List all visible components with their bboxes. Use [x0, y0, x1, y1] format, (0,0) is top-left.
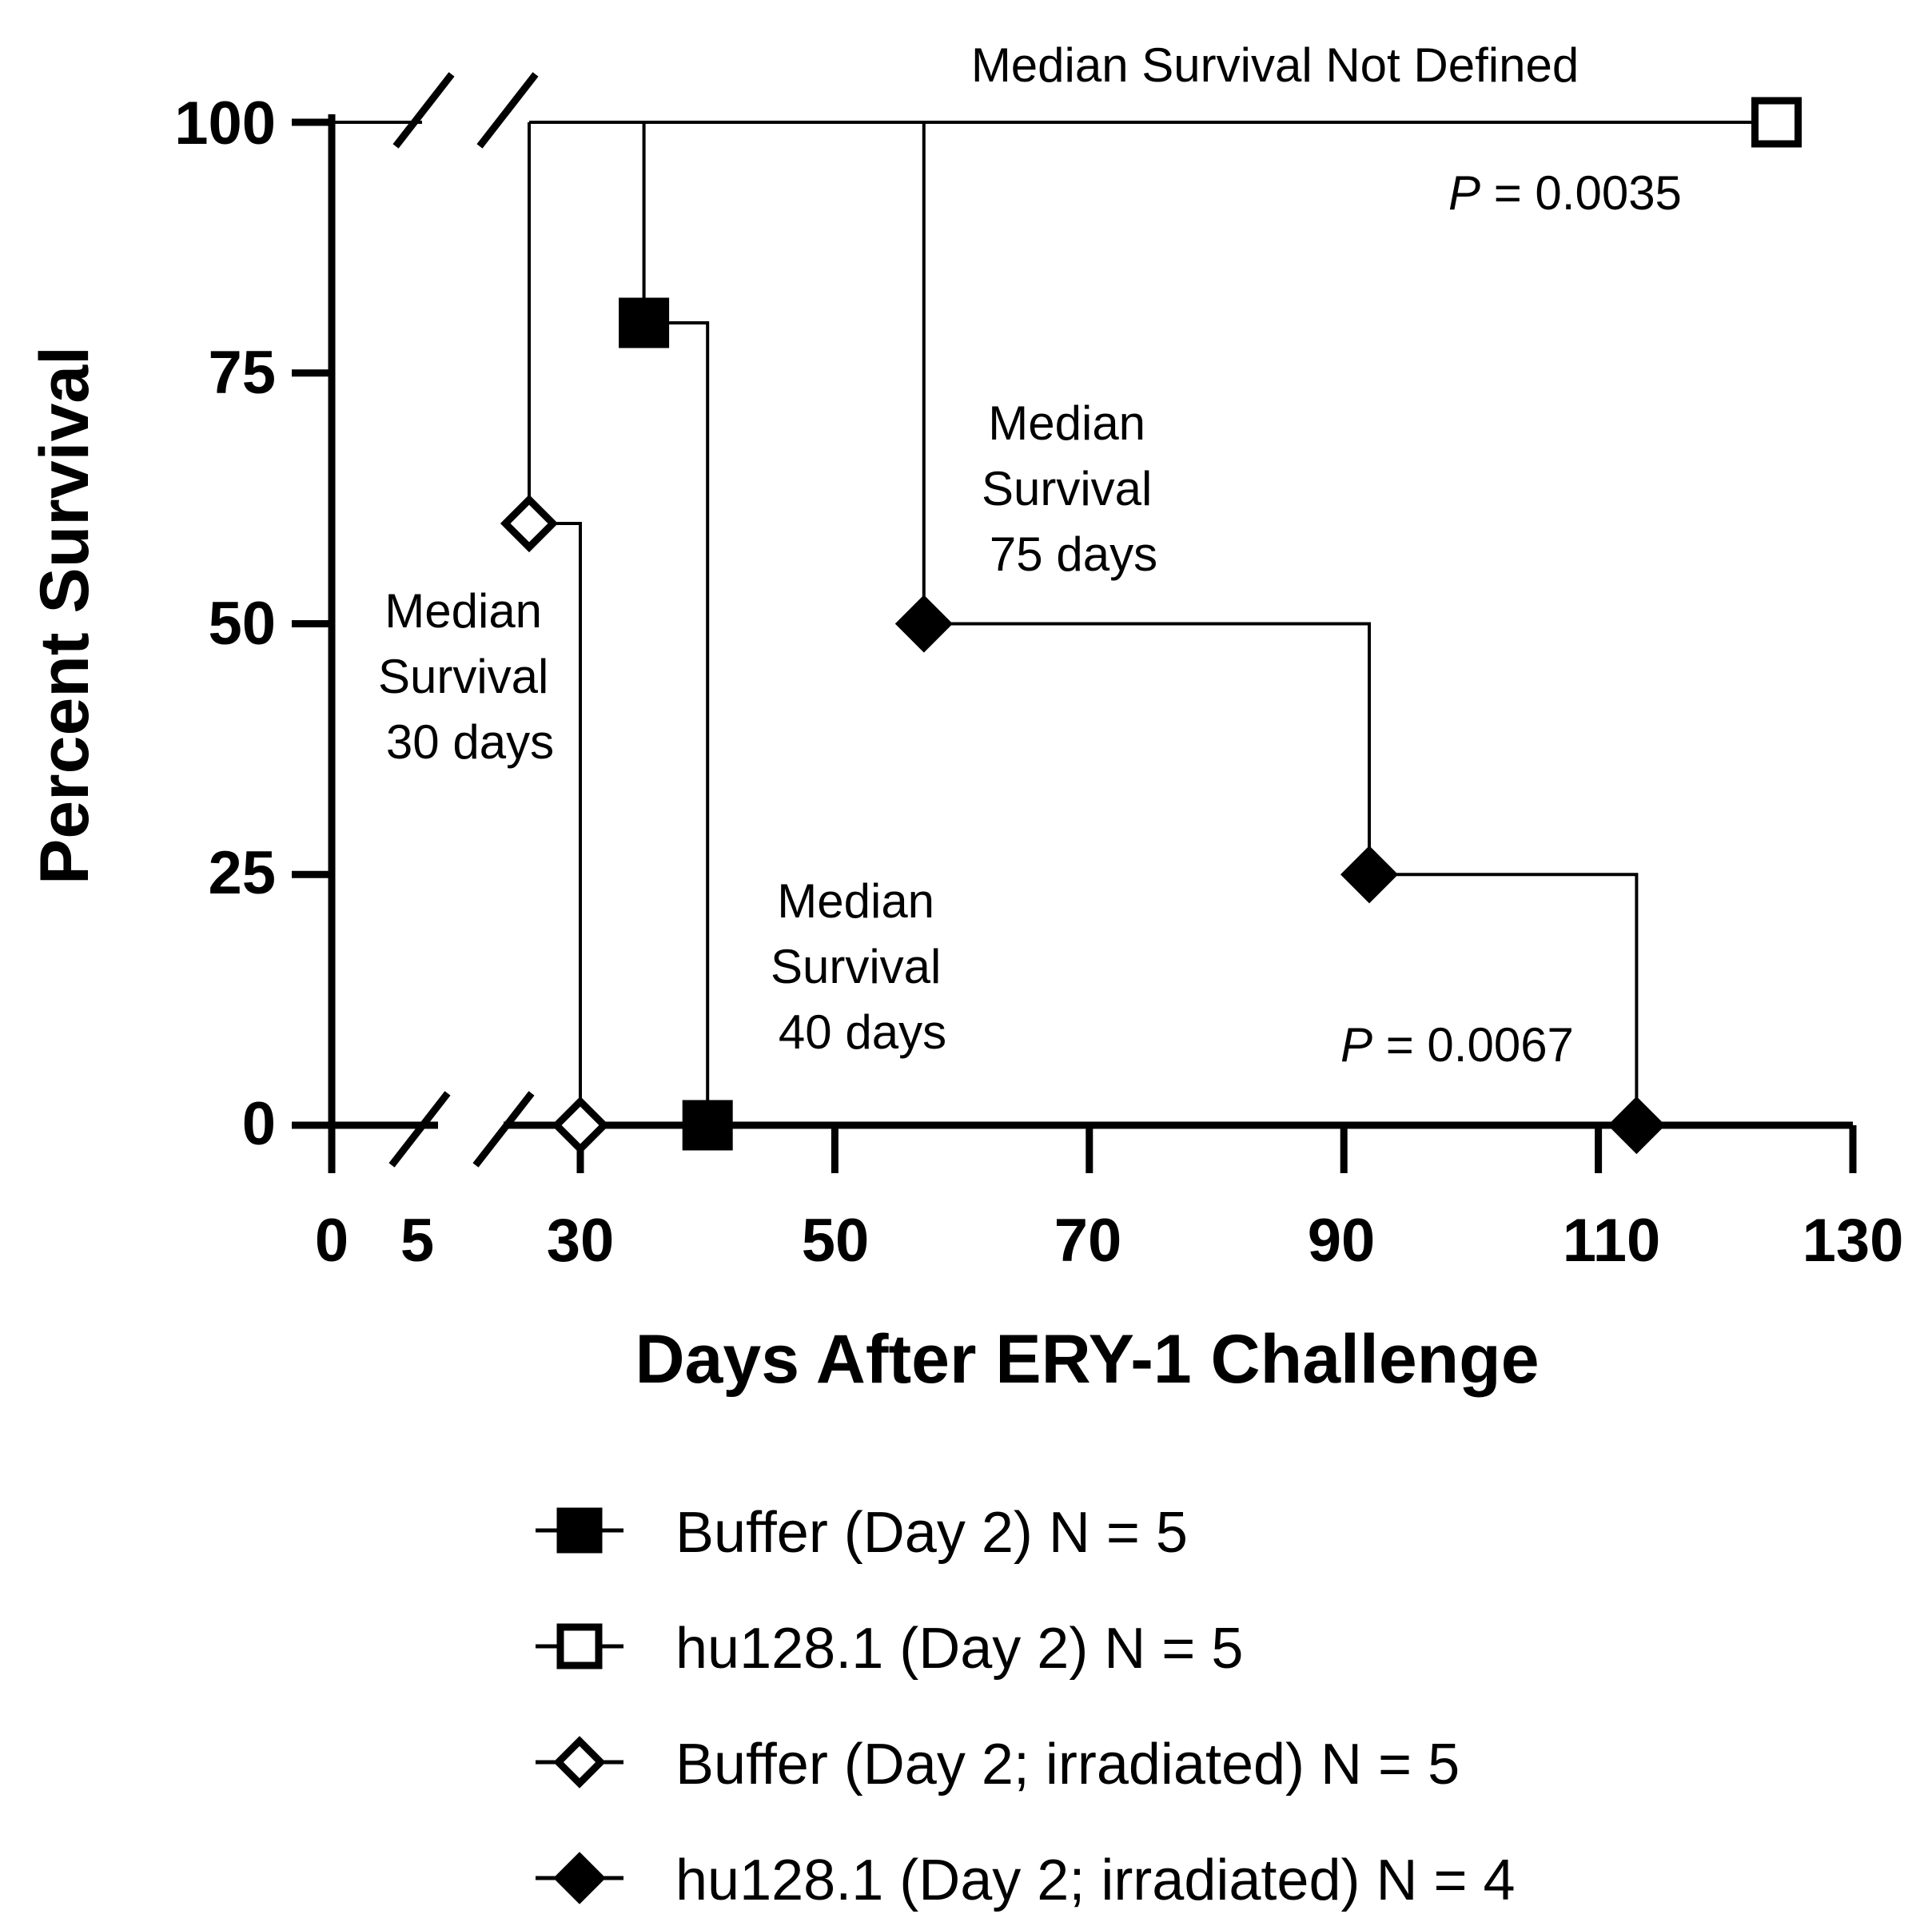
y-tick-label: 50 [208, 590, 276, 658]
series-line-0 [529, 121, 710, 1125]
annotation-line: Median [988, 396, 1145, 450]
annotation-median-40: Median Survival 40 days [771, 874, 954, 1059]
legend-marker [553, 1736, 606, 1789]
data-point-series-3 [1340, 846, 1399, 904]
annotation-line: Median [384, 584, 542, 638]
data-point-series-3 [1607, 1096, 1666, 1155]
data-point-series-1 [1751, 97, 1802, 148]
annotation-line: 75 days [990, 527, 1157, 581]
x-tick-label: 110 [1563, 1207, 1661, 1275]
x-axis-title: Days After ERY-1 Challenge [635, 1321, 1539, 1398]
legend-marker [556, 1623, 603, 1669]
x-tick-label: 50 [802, 1207, 870, 1275]
series-line-3 [922, 122, 1639, 1125]
series-markers [500, 97, 1802, 1155]
legend-marker [556, 1507, 603, 1554]
data-point-series-0 [619, 297, 670, 348]
data-point-series-2 [551, 1096, 610, 1155]
annotation-line: 40 days [779, 1005, 946, 1059]
annotation-line: Survival [771, 940, 941, 993]
legend [536, 1507, 623, 1904]
data-point-series-3 [894, 595, 953, 653]
p-value-annotation: P = 0.0067 [1340, 1018, 1574, 1072]
legend-label: hu128.1 (Day 2) N = 5 [675, 1617, 1243, 1681]
legend-label: Buffer (Day 2) N = 5 [675, 1501, 1188, 1565]
annotation-not-defined: Median Survival Not Defined [971, 38, 1579, 92]
y-tick-label: 0 [242, 1090, 276, 1158]
legend-marker [553, 1852, 606, 1904]
line-break-mark [392, 72, 455, 149]
x-tick-label: 130 [1803, 1207, 1904, 1275]
x-tick-label: 5 [400, 1207, 434, 1275]
x-tick-label: 90 [1308, 1207, 1376, 1275]
x-tick-label: 30 [547, 1207, 615, 1275]
annotation-line: Survival [378, 650, 548, 703]
y-tick-label: 75 [208, 339, 276, 407]
axis-break-mark [388, 1091, 451, 1168]
y-axis-title: Percent Survival [26, 346, 103, 885]
annotation-line: 30 days [386, 715, 554, 769]
axis-break-mark [472, 1091, 535, 1168]
p-symbol: P [1340, 1018, 1372, 1072]
data-point-series-0 [682, 1100, 733, 1151]
data-point-series-2 [500, 494, 559, 553]
line-break-mark [476, 72, 539, 149]
annotation-line: Median [777, 874, 934, 928]
p-value: = 0.0035 [1480, 166, 1682, 220]
annotation-median-75: Median Survival 75 days [982, 396, 1165, 581]
x-tick-label: 0 [315, 1207, 349, 1275]
annotation-line: Survival [982, 462, 1152, 515]
p-value-annotation: P = 0.0035 [1448, 166, 1682, 220]
y-tick-label: 25 [208, 839, 276, 907]
p-value: = 0.0067 [1372, 1018, 1574, 1072]
annotation-median-30: Median Survival 30 days [378, 584, 562, 769]
x-tick-label: 70 [1054, 1207, 1122, 1275]
p-symbol: P [1448, 166, 1480, 220]
y-tick-label: 100 [174, 90, 276, 157]
legend-label: hu128.1 (Day 2; irradiated) N = 4 [675, 1848, 1516, 1912]
legend-label: Buffer (Day 2; irradiated) N = 5 [675, 1733, 1460, 1797]
